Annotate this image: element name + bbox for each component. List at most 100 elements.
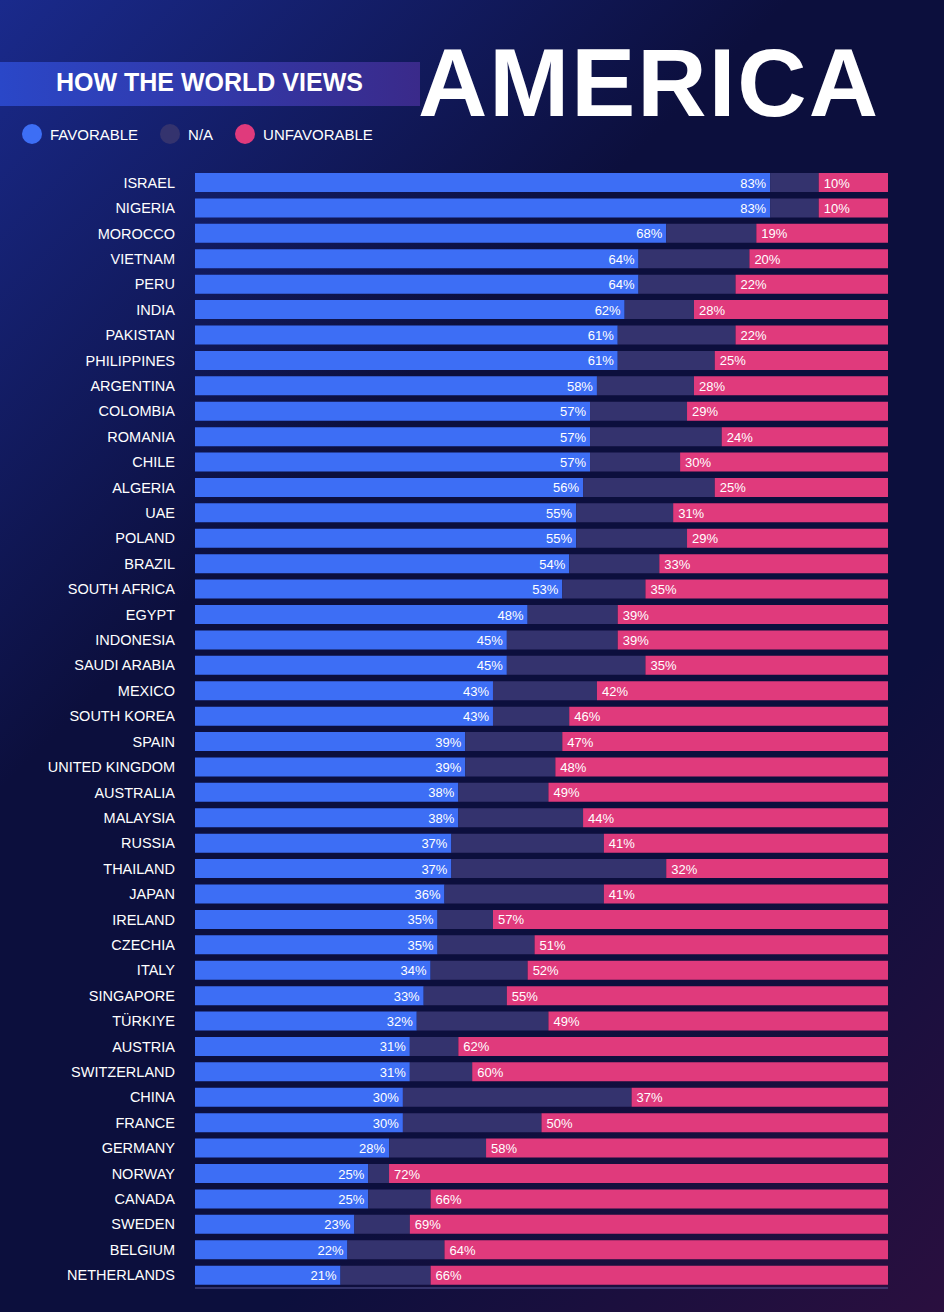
svg-text:GERMANY: GERMANY bbox=[102, 1140, 176, 1156]
svg-text:22%: 22% bbox=[741, 277, 767, 292]
svg-text:SOUTH KOREA: SOUTH KOREA bbox=[69, 708, 175, 724]
svg-text:NETHERLANDS: NETHERLANDS bbox=[67, 1267, 175, 1283]
svg-text:41%: 41% bbox=[609, 887, 635, 902]
svg-text:TÜRKIYE: TÜRKIYE bbox=[112, 1012, 175, 1029]
svg-text:37%: 37% bbox=[421, 836, 447, 851]
svg-text:61%: 61% bbox=[588, 353, 614, 368]
svg-text:BELGIUM: BELGIUM bbox=[110, 1242, 175, 1258]
svg-text:30%: 30% bbox=[373, 1090, 399, 1105]
svg-text:55%: 55% bbox=[546, 506, 572, 521]
svg-text:INDONESIA: INDONESIA bbox=[95, 632, 175, 648]
svg-text:60%: 60% bbox=[477, 1065, 503, 1080]
svg-text:31%: 31% bbox=[380, 1039, 406, 1054]
svg-text:55%: 55% bbox=[512, 989, 538, 1004]
svg-text:39%: 39% bbox=[435, 735, 461, 750]
svg-text:61%: 61% bbox=[588, 328, 614, 343]
svg-text:72%: 72% bbox=[394, 1167, 420, 1182]
svg-text:57%: 57% bbox=[560, 455, 586, 470]
svg-text:25%: 25% bbox=[720, 353, 746, 368]
svg-text:57%: 57% bbox=[560, 430, 586, 445]
svg-text:30%: 30% bbox=[373, 1116, 399, 1131]
svg-text:CZECHIA: CZECHIA bbox=[111, 937, 175, 953]
svg-text:24%: 24% bbox=[727, 430, 753, 445]
svg-text:64%: 64% bbox=[449, 1243, 475, 1258]
svg-text:ALGERIA: ALGERIA bbox=[112, 480, 175, 496]
svg-text:SWEDEN: SWEDEN bbox=[111, 1216, 175, 1232]
svg-text:10%: 10% bbox=[824, 201, 850, 216]
svg-text:38%: 38% bbox=[428, 811, 454, 826]
svg-text:58%: 58% bbox=[491, 1141, 517, 1156]
svg-text:62%: 62% bbox=[595, 303, 621, 318]
svg-text:UNITED KINGDOM: UNITED KINGDOM bbox=[48, 759, 175, 775]
svg-text:THAILAND: THAILAND bbox=[103, 861, 175, 877]
svg-text:83%: 83% bbox=[740, 201, 766, 216]
svg-text:38%: 38% bbox=[428, 785, 454, 800]
svg-text:49%: 49% bbox=[553, 785, 579, 800]
svg-text:19%: 19% bbox=[761, 226, 787, 241]
svg-text:69%: 69% bbox=[415, 1217, 441, 1232]
svg-text:48%: 48% bbox=[498, 608, 524, 623]
svg-text:68%: 68% bbox=[636, 226, 662, 241]
svg-text:31%: 31% bbox=[678, 506, 704, 521]
svg-text:50%: 50% bbox=[547, 1116, 573, 1131]
svg-text:45%: 45% bbox=[477, 633, 503, 648]
svg-text:83%: 83% bbox=[740, 176, 766, 191]
svg-text:SWITZERLAND: SWITZERLAND bbox=[71, 1064, 175, 1080]
svg-text:51%: 51% bbox=[540, 938, 566, 953]
svg-text:31%: 31% bbox=[380, 1065, 406, 1080]
svg-text:EGYPT: EGYPT bbox=[126, 607, 175, 623]
svg-text:64%: 64% bbox=[608, 252, 634, 267]
svg-text:53%: 53% bbox=[532, 582, 558, 597]
svg-text:62%: 62% bbox=[463, 1039, 489, 1054]
svg-text:ROMANIA: ROMANIA bbox=[107, 429, 175, 445]
svg-text:22%: 22% bbox=[741, 328, 767, 343]
svg-text:23%: 23% bbox=[324, 1217, 350, 1232]
svg-text:10%: 10% bbox=[824, 176, 850, 191]
svg-text:66%: 66% bbox=[436, 1192, 462, 1207]
svg-text:CANADA: CANADA bbox=[115, 1191, 176, 1207]
svg-text:AUSTRIA: AUSTRIA bbox=[112, 1039, 175, 1055]
svg-text:66%: 66% bbox=[436, 1268, 462, 1283]
svg-text:43%: 43% bbox=[463, 684, 489, 699]
svg-text:RUSSIA: RUSSIA bbox=[121, 835, 175, 851]
svg-text:44%: 44% bbox=[588, 811, 614, 826]
svg-text:48%: 48% bbox=[560, 760, 586, 775]
svg-text:30%: 30% bbox=[685, 455, 711, 470]
svg-text:41%: 41% bbox=[609, 836, 635, 851]
svg-text:SPAIN: SPAIN bbox=[133, 734, 175, 750]
svg-text:35%: 35% bbox=[408, 938, 434, 953]
svg-text:57%: 57% bbox=[498, 912, 524, 927]
svg-text:37%: 37% bbox=[637, 1090, 663, 1105]
svg-text:28%: 28% bbox=[359, 1141, 385, 1156]
svg-text:29%: 29% bbox=[692, 531, 718, 546]
svg-text:IRELAND: IRELAND bbox=[112, 912, 175, 928]
svg-text:39%: 39% bbox=[435, 760, 461, 775]
svg-text:22%: 22% bbox=[317, 1243, 343, 1258]
svg-text:42%: 42% bbox=[602, 684, 628, 699]
svg-text:49%: 49% bbox=[553, 1014, 579, 1029]
svg-text:64%: 64% bbox=[608, 277, 634, 292]
svg-text:21%: 21% bbox=[310, 1268, 336, 1283]
svg-text:34%: 34% bbox=[401, 963, 427, 978]
svg-text:UAE: UAE bbox=[145, 505, 175, 521]
svg-text:57%: 57% bbox=[560, 404, 586, 419]
svg-text:25%: 25% bbox=[720, 480, 746, 495]
svg-text:BRAZIL: BRAZIL bbox=[124, 556, 175, 572]
svg-text:32%: 32% bbox=[671, 862, 697, 877]
svg-text:46%: 46% bbox=[574, 709, 600, 724]
svg-text:36%: 36% bbox=[414, 887, 440, 902]
svg-text:33%: 33% bbox=[394, 989, 420, 1004]
svg-text:25%: 25% bbox=[338, 1167, 364, 1182]
svg-text:35%: 35% bbox=[650, 658, 676, 673]
svg-text:FRANCE: FRANCE bbox=[115, 1115, 175, 1131]
svg-text:ITALY: ITALY bbox=[137, 962, 175, 978]
svg-text:37%: 37% bbox=[421, 862, 447, 877]
svg-text:20%: 20% bbox=[754, 252, 780, 267]
svg-text:58%: 58% bbox=[567, 379, 593, 394]
svg-text:ARGENTINA: ARGENTINA bbox=[90, 378, 175, 394]
svg-text:ISRAEL: ISRAEL bbox=[123, 175, 175, 191]
svg-text:25%: 25% bbox=[338, 1192, 364, 1207]
svg-text:POLAND: POLAND bbox=[115, 530, 175, 546]
svg-text:MOROCCO: MOROCCO bbox=[98, 226, 175, 242]
svg-text:PAKISTAN: PAKISTAN bbox=[105, 327, 175, 343]
